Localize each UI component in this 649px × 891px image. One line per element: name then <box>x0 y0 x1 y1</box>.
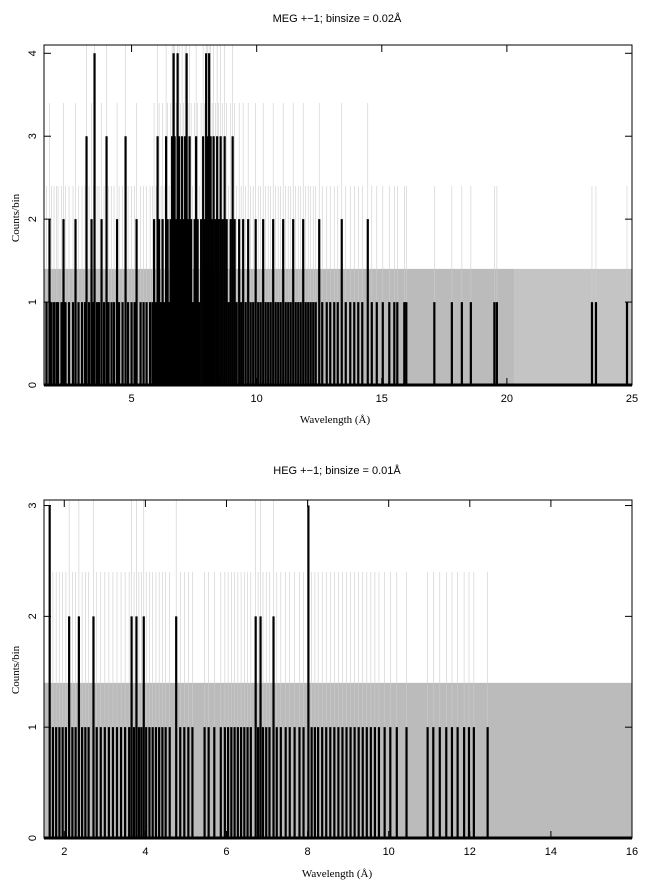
y-tick-label: 0 <box>27 382 39 388</box>
x-tick-label: 10 <box>383 846 395 858</box>
plot-frame <box>43 499 633 839</box>
x-tick-label: 8 <box>305 846 311 858</box>
x-tick-label: 5 <box>129 393 135 405</box>
y-tick-label: 3 <box>27 133 39 139</box>
plot-frame <box>43 44 633 386</box>
y-tick-label: 1 <box>27 724 39 730</box>
x-tick-label: 20 <box>501 393 513 405</box>
chart-heg: HEG +−1; binsize = 0.01Å Wavelength (Å) … <box>10 464 638 880</box>
y-tick-label: 1 <box>27 299 39 305</box>
y-axis-label: Counts/bin <box>10 645 22 694</box>
y-tick-label: 0 <box>27 835 39 841</box>
chart-title: MEG +−1; binsize = 0.02Å <box>273 12 402 25</box>
x-tick-label: 14 <box>545 846 557 858</box>
x-tick-label: 2 <box>61 846 67 858</box>
counts-layer <box>44 53 632 387</box>
x-tick-label: 4 <box>142 846 148 858</box>
x-axis-label: Wavelength (Å) <box>300 414 371 426</box>
x-tick-label: 15 <box>376 393 388 405</box>
chart-title: HEG +−1; binsize = 0.01Å <box>273 464 401 477</box>
y-tick-label: 3 <box>27 502 39 508</box>
x-tick-label: 6 <box>223 846 229 858</box>
y-tick-label: 2 <box>27 216 39 222</box>
y-tick-label: 4 <box>27 50 39 56</box>
y-tick-label: 2 <box>27 613 39 619</box>
x-tick-label: 10 <box>251 393 263 405</box>
axes: 5 10 15 20 25 0 1 2 3 4 <box>27 44 638 405</box>
x-tick-label: 25 <box>626 393 638 405</box>
chart-meg: MEG +−1; binsize = 0.02Å Wavelength (Å) … <box>10 12 638 426</box>
background-band-tail <box>514 268 632 385</box>
x-tick-label: 12 <box>464 846 476 858</box>
y-axis-label: Counts/bin <box>10 193 22 242</box>
x-tick-label: 16 <box>626 846 638 858</box>
x-axis-label: Wavelength (Å) <box>302 868 373 880</box>
